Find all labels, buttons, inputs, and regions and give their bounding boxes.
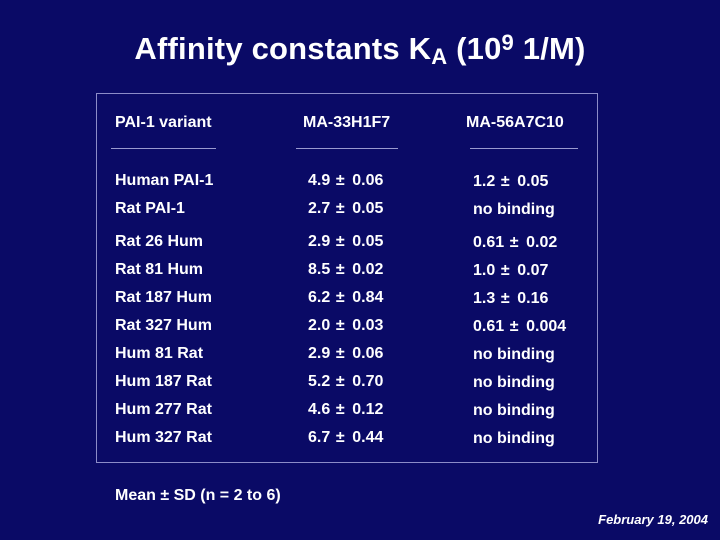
std-dev: 0.70: [352, 373, 384, 390]
row-variant: Hum 187 Rat: [115, 373, 212, 390]
table-frame: [96, 93, 598, 463]
std-dev: 0.16: [517, 290, 549, 307]
footnote: Mean ± SD (n = 2 to 6): [115, 487, 281, 504]
plus-minus-symbol: ±: [500, 262, 510, 279]
plus-minus-symbol: ±: [335, 373, 345, 390]
value: 1.2: [473, 173, 496, 190]
cell-ma56a7c10: 1.2 ±0.05: [473, 173, 548, 191]
value: 6.7: [308, 429, 331, 446]
plus-minus-symbol: ±: [335, 345, 345, 362]
cell-ma33h1f7: 8.5 ±0.02: [308, 261, 383, 279]
cell-ma56a7c10: 1.0 ±0.07: [473, 262, 548, 280]
title-text-mid: (10: [447, 31, 502, 66]
cell-ma56a7c10: no binding: [473, 402, 555, 419]
std-dev: 0.07: [517, 262, 549, 279]
std-dev: 0.004: [526, 318, 567, 335]
cell-ma56a7c10: no binding: [473, 430, 555, 447]
value: 4.9: [308, 172, 331, 189]
plus-minus-symbol: ±: [500, 290, 510, 307]
value: 2.9: [308, 233, 331, 250]
slide-title: Affinity constants KA (109 1/M): [0, 30, 720, 70]
row-variant: Hum 277 Rat: [115, 401, 212, 418]
column-header-3: MA-56A7C10: [466, 114, 564, 131]
plus-minus-symbol: ±: [335, 289, 345, 306]
row-variant: Rat 81 Hum: [115, 261, 204, 278]
slide-date: February 19, 2004: [598, 512, 708, 527]
std-dev: 0.02: [526, 234, 558, 251]
value: 5.2: [308, 373, 331, 390]
value: 0.61: [473, 234, 505, 251]
cell-ma33h1f7: 6.2 ±0.84: [308, 289, 383, 307]
header-underline-3: [470, 148, 578, 149]
cell-ma33h1f7: 6.7 ±0.44: [308, 429, 383, 447]
std-dev: 0.44: [352, 429, 384, 446]
header-underline-1: [111, 148, 216, 149]
cell-ma56a7c10: 0.61 ±0.02: [473, 234, 557, 252]
plus-minus-symbol: ±: [509, 234, 519, 251]
std-dev: 0.12: [352, 401, 384, 418]
std-dev: 0.03: [352, 317, 384, 334]
row-variant: Hum 327 Rat: [115, 429, 212, 446]
std-dev: 0.05: [517, 173, 549, 190]
cell-ma33h1f7: 4.6 ±0.12: [308, 401, 383, 419]
title-text: Affinity constants K: [134, 31, 432, 66]
value: 6.2: [308, 289, 331, 306]
std-dev: 0.05: [352, 233, 384, 250]
cell-ma56a7c10: 0.61 ±0.004: [473, 318, 566, 336]
value: 8.5: [308, 261, 331, 278]
plus-minus-symbol: ±: [335, 261, 345, 278]
std-dev: 0.06: [352, 172, 384, 189]
cell-ma33h1f7: 2.9 ±0.06: [308, 345, 383, 363]
std-dev: 0.06: [352, 345, 384, 362]
plus-minus-symbol: ±: [335, 200, 345, 217]
plus-minus-symbol: ±: [335, 172, 345, 189]
value: 0.61: [473, 318, 505, 335]
cell-ma56a7c10: 1.3 ±0.16: [473, 290, 548, 308]
value: 4.6: [308, 401, 331, 418]
plus-minus-symbol: ±: [509, 318, 519, 335]
cell-ma56a7c10: no binding: [473, 346, 555, 363]
std-dev: 0.05: [352, 200, 384, 217]
title-superscript: 9: [501, 30, 514, 55]
column-header-2: MA-33H1F7: [303, 114, 391, 131]
cell-ma33h1f7: 5.2 ±0.70: [308, 373, 383, 391]
cell-ma33h1f7: 4.9 ±0.06: [308, 172, 383, 190]
row-variant: Rat PAI-1: [115, 200, 185, 217]
plus-minus-symbol: ±: [500, 173, 510, 190]
header-underline-2: [296, 148, 398, 149]
row-variant: Rat 26 Hum: [115, 233, 204, 250]
row-variant: Human PAI-1: [115, 172, 214, 189]
cell-ma56a7c10: no binding: [473, 201, 555, 218]
plus-minus-symbol: ±: [335, 401, 345, 418]
value: 2.9: [308, 345, 331, 362]
value: 1.3: [473, 290, 496, 307]
std-dev: 0.84: [352, 289, 384, 306]
value: 2.0: [308, 317, 331, 334]
value: 2.7: [308, 200, 331, 217]
row-variant: Rat 187 Hum: [115, 289, 212, 306]
plus-minus-symbol: ±: [335, 233, 345, 250]
row-variant: Rat 327 Hum: [115, 317, 212, 334]
row-variant: Hum 81 Rat: [115, 345, 204, 362]
title-text-end: 1/M): [513, 31, 586, 66]
title-subscript: A: [431, 44, 448, 69]
std-dev: 0.02: [352, 261, 384, 278]
cell-ma33h1f7: 2.0 ±0.03: [308, 317, 383, 335]
value: 1.0: [473, 262, 496, 279]
plus-minus-symbol: ±: [335, 429, 345, 446]
cell-ma33h1f7: 2.9 ±0.05: [308, 233, 383, 251]
column-header-1: PAI-1 variant: [115, 114, 212, 131]
cell-ma56a7c10: no binding: [473, 374, 555, 391]
cell-ma33h1f7: 2.7 ±0.05: [308, 200, 383, 218]
plus-minus-symbol: ±: [335, 317, 345, 334]
